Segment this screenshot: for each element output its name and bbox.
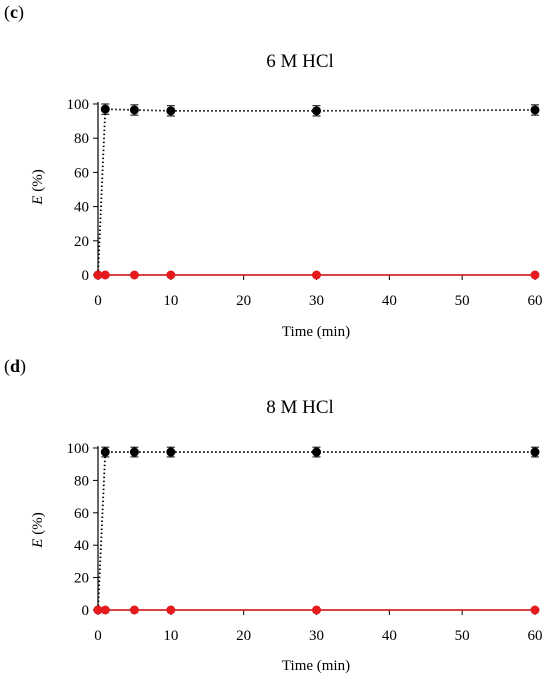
data-point <box>530 605 540 615</box>
y-tick-label: 40 <box>74 200 89 216</box>
x-axis-label: Time (min) <box>282 658 350 674</box>
series-line-0 <box>97 108 536 276</box>
panel-label-d: (d) <box>4 356 27 376</box>
x-tick-label: 20 <box>236 628 251 644</box>
x-tick-label: 40 <box>382 628 397 644</box>
y-axis-symbol: E <box>30 196 46 206</box>
x-tick-label: 20 <box>236 293 251 309</box>
y-axis-unit: (%) <box>30 169 46 192</box>
plot-area: 0 20 40 60 80 100 0 10 20 30 40 50 60 <box>67 441 543 644</box>
chart-6m-hcl: 6 M HCl E (%) Time (min) 0 20 40 60 80 100 0 10… <box>30 51 543 340</box>
panel-letter: c <box>10 2 18 22</box>
data-point <box>93 605 103 615</box>
data-point <box>312 270 321 280</box>
data-point <box>100 447 110 457</box>
y-tick-label: 80 <box>74 473 89 489</box>
chart-title: 8 M HCl <box>266 397 334 418</box>
data-point <box>530 270 540 280</box>
y-tick-label: 0 <box>82 268 90 284</box>
panel-letter: d <box>10 356 21 376</box>
x-tick-label: 0 <box>94 628 102 644</box>
y-tick-label: 20 <box>74 234 89 250</box>
y-axis-label: E (%) <box>30 169 46 205</box>
y-axis-label: E (%) <box>30 512 46 548</box>
svg-text:E (%): E (%) <box>30 512 46 548</box>
data-point <box>93 270 103 280</box>
data-point <box>530 447 540 457</box>
data-point <box>312 106 321 116</box>
y-axis-symbol: E <box>30 539 46 549</box>
data-point <box>166 447 176 457</box>
x-tick-label: 30 <box>309 293 324 309</box>
series-line-0 <box>97 451 535 611</box>
y-tick-label: 40 <box>74 538 89 554</box>
y-tick-label: 20 <box>74 571 89 587</box>
y-tick-label: 100 <box>67 97 90 113</box>
chart-8m-hcl: 8 M HCl E (%) Time (min) 0 20 40 60 80 100 0 10… <box>30 397 543 674</box>
data-point <box>100 605 110 615</box>
x-tick-label: 50 <box>455 628 470 644</box>
y-tick-label: 60 <box>74 506 89 522</box>
x-tick-label: 60 <box>528 293 543 309</box>
x-tick-label: 10 <box>163 628 178 644</box>
x-tick-label: 60 <box>528 628 543 644</box>
chart-title: 6 M HCl <box>266 51 334 72</box>
data-point <box>100 104 110 114</box>
data-point <box>312 605 321 615</box>
x-tick-label: 30 <box>309 628 324 644</box>
y-tick-label: 80 <box>74 131 89 147</box>
data-point <box>129 270 139 280</box>
y-tick-label: 60 <box>74 165 89 181</box>
svg-text:E (%): E (%) <box>30 169 46 205</box>
data-point <box>129 447 139 457</box>
x-axis-label: Time (min) <box>282 324 350 340</box>
y-axis-unit: (%) <box>30 512 46 535</box>
data-point <box>530 105 540 115</box>
data-point <box>129 105 139 115</box>
data-point <box>166 605 176 615</box>
x-tick-label: 40 <box>382 293 397 309</box>
data-point <box>129 605 139 615</box>
panel-label-c: (c) <box>4 2 24 22</box>
plot-area: 0 20 40 60 80 100 0 10 20 30 40 50 60 <box>67 97 543 309</box>
y-tick-label: 0 <box>82 603 90 619</box>
x-tick-label: 0 <box>94 293 102 309</box>
data-point <box>312 447 321 457</box>
data-point <box>166 106 176 116</box>
data-point <box>166 270 176 280</box>
y-tick-label: 100 <box>67 441 90 457</box>
data-point <box>100 270 110 280</box>
x-tick-label: 10 <box>163 293 178 309</box>
x-tick-label: 50 <box>455 293 470 309</box>
